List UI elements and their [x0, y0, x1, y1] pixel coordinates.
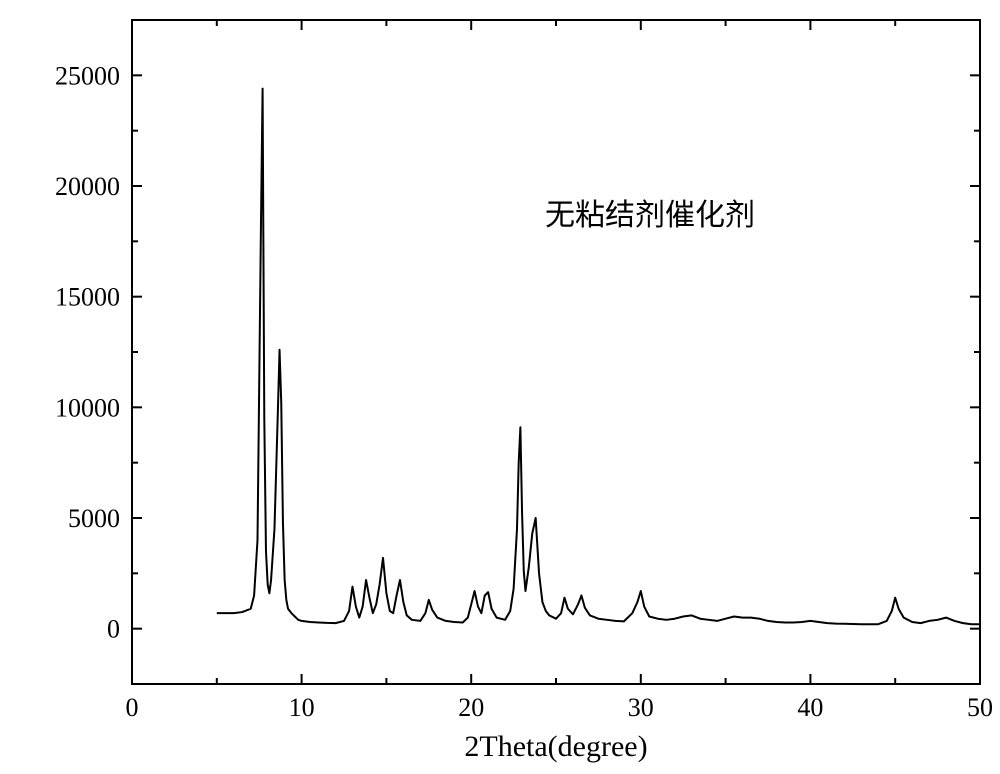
svg-text:30: 30	[628, 693, 654, 722]
svg-text:0: 0	[126, 693, 139, 722]
svg-text:0: 0	[107, 615, 120, 644]
svg-text:50: 50	[967, 693, 993, 722]
svg-text:15000: 15000	[55, 283, 120, 312]
svg-text:10: 10	[289, 693, 315, 722]
svg-text:20: 20	[458, 693, 484, 722]
xrd-chart: 0 10 20 30 40 50 0 5000 10000 15000 20000 25000 2The…	[0, 0, 1000, 774]
svg-text:无粘结剂催化剂: 无粘结剂催化剂	[545, 199, 755, 232]
svg-text:10000: 10000	[55, 393, 120, 422]
chart-svg: 0 10 20 30 40 50 0 5000 10000 15000 20000 25000 2The…	[0, 0, 1000, 774]
svg-text:40: 40	[797, 693, 823, 722]
svg-text:20000: 20000	[55, 172, 120, 201]
svg-text:2Theta(degree): 2Theta(degree)	[464, 730, 647, 763]
svg-text:5000: 5000	[68, 504, 120, 533]
svg-text:25000: 25000	[55, 61, 120, 90]
